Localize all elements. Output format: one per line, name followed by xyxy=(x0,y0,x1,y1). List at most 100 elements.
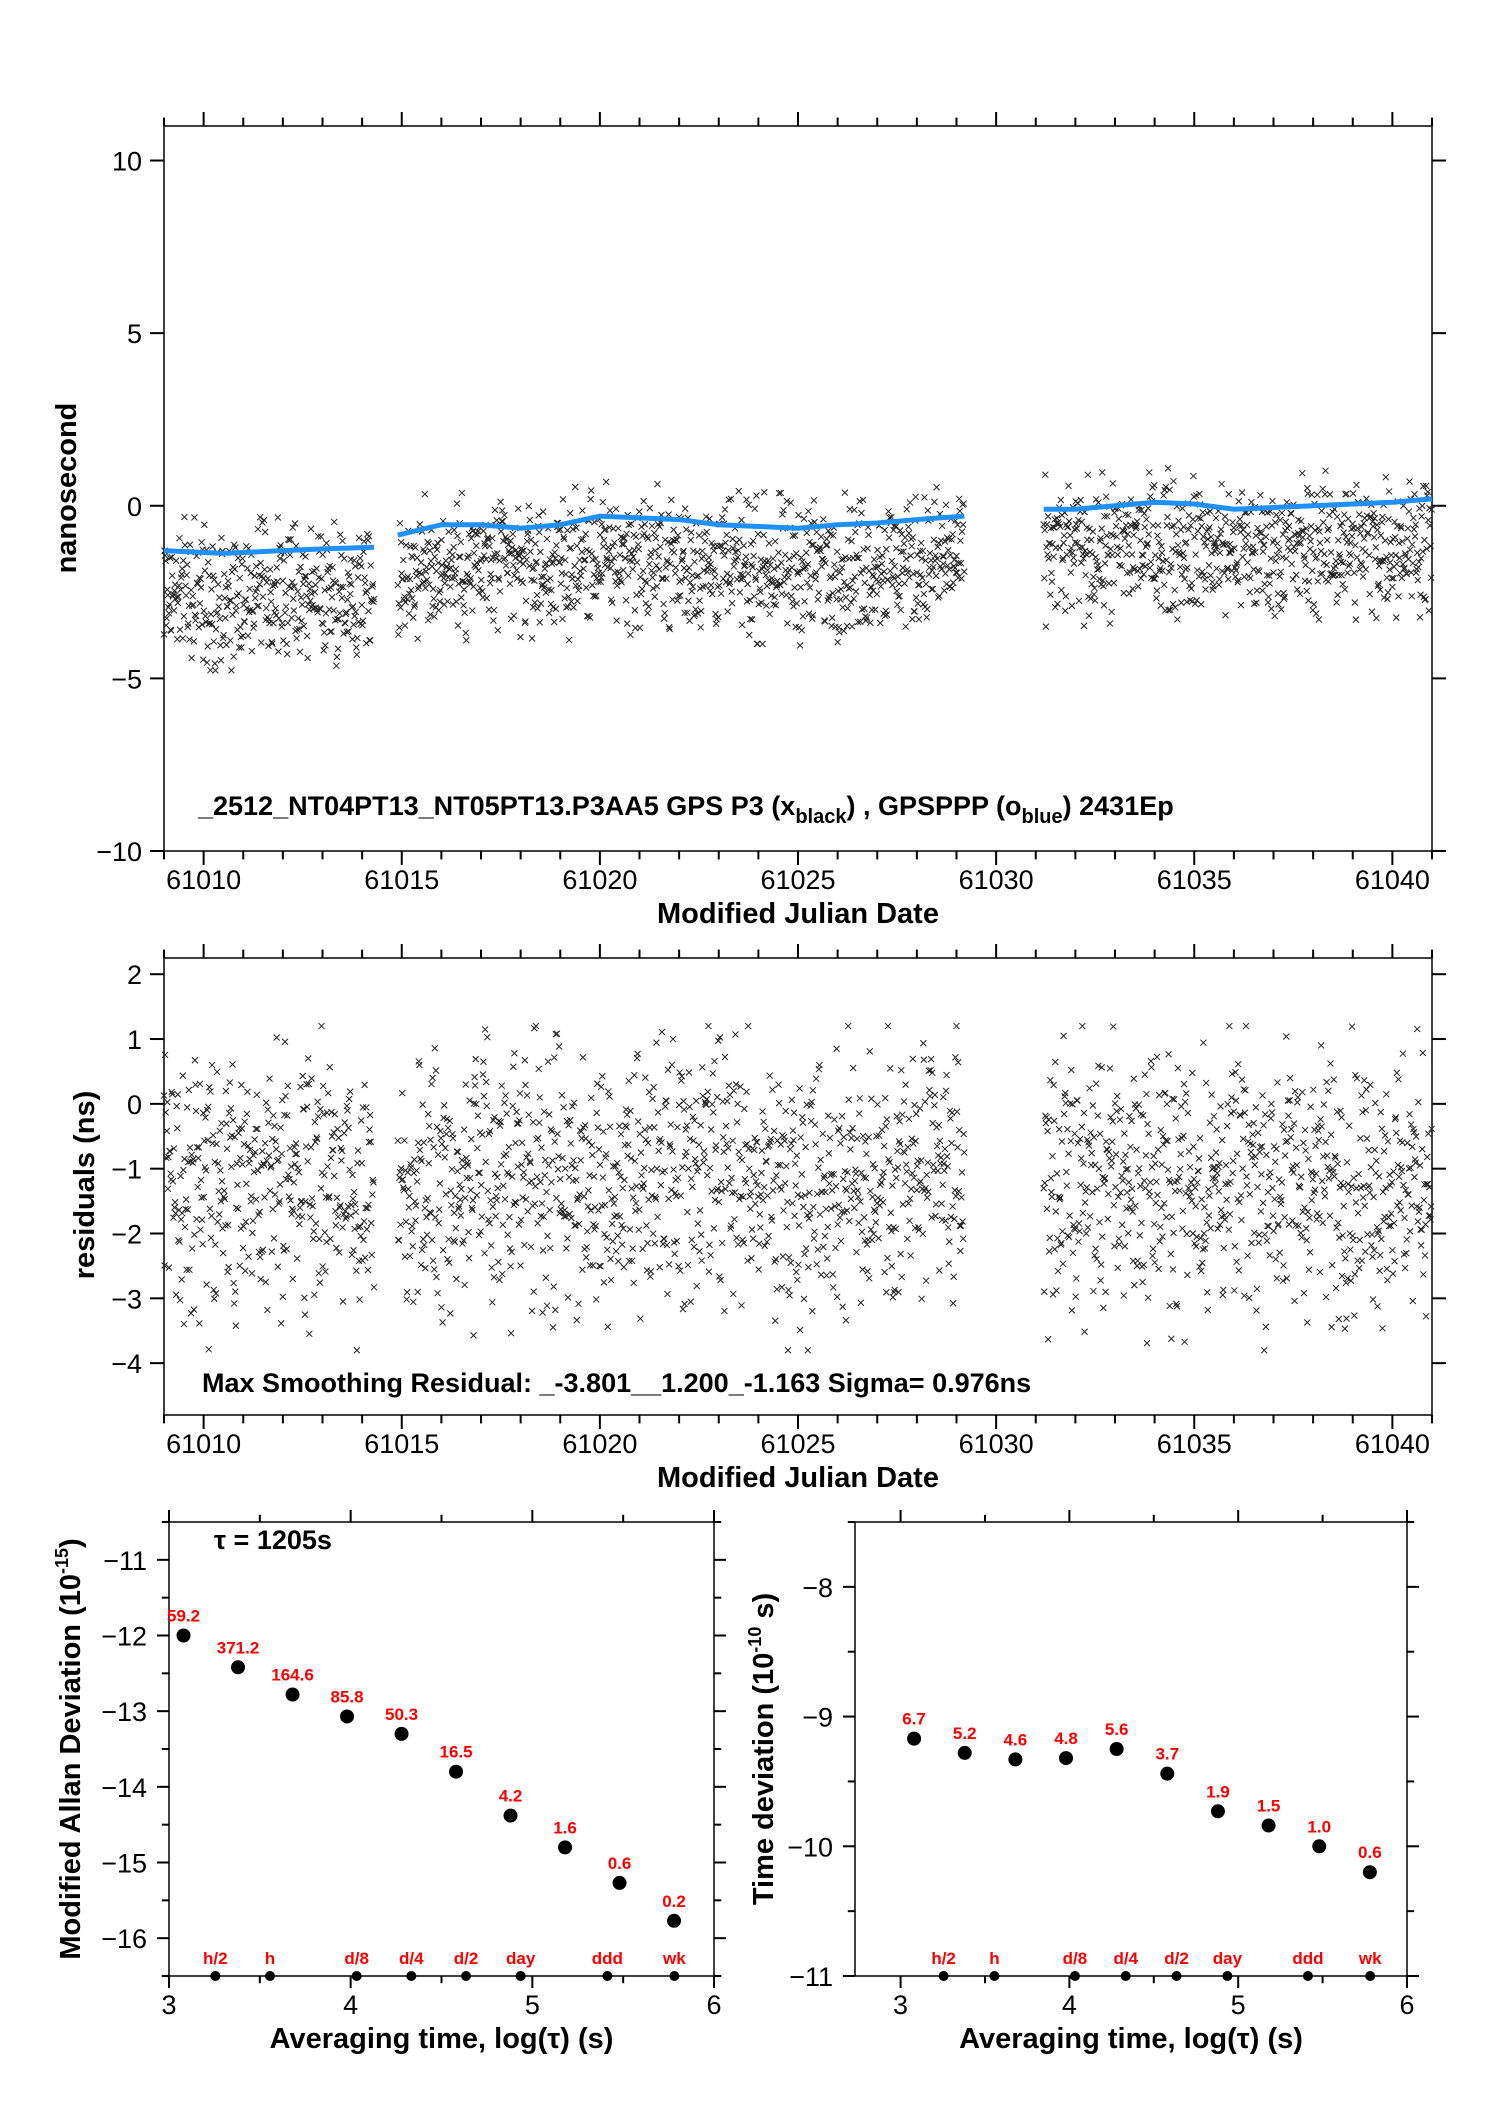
data-point-x xyxy=(719,547,727,555)
data-point-x xyxy=(328,593,336,601)
data-point-x xyxy=(1154,1191,1161,1199)
data-point-x xyxy=(753,1138,761,1146)
data-point-x xyxy=(360,1236,367,1244)
y-tick-label: −12 xyxy=(101,1622,147,1652)
data-point-x xyxy=(947,551,954,559)
data-point-x xyxy=(898,1273,906,1281)
data-point-x xyxy=(295,1168,303,1176)
data-point-x xyxy=(334,616,341,623)
data-point-x xyxy=(584,1203,592,1210)
data-point-x xyxy=(460,1126,468,1133)
data-point-x xyxy=(1312,1170,1320,1178)
data-point-x xyxy=(1054,1267,1062,1275)
data-point-x xyxy=(715,1198,723,1206)
data-point-x xyxy=(573,1316,581,1324)
data-point-x xyxy=(587,487,595,494)
data-point-x xyxy=(768,1217,776,1224)
data-label: 16.5 xyxy=(439,1743,472,1762)
x-tick-label: 61035 xyxy=(1157,865,1232,895)
data-point-x xyxy=(341,619,349,627)
data-point-x xyxy=(430,613,438,620)
data-point-x xyxy=(1046,591,1054,598)
data-point-x xyxy=(1409,1297,1417,1305)
data-point-x xyxy=(1268,1109,1276,1116)
data-point-x xyxy=(520,547,528,554)
data-point-x xyxy=(173,1124,181,1132)
data-point-x xyxy=(561,594,569,602)
data-point-x xyxy=(902,1081,910,1088)
data-point-x xyxy=(1075,516,1082,524)
data-point-x xyxy=(1298,1088,1306,1096)
data-point-x xyxy=(1342,1279,1350,1287)
data-point-x xyxy=(712,1142,720,1149)
data-point-x xyxy=(818,562,826,570)
data-point-x xyxy=(1108,1138,1116,1146)
data-point-x xyxy=(1277,606,1285,613)
data-point-x xyxy=(1142,1151,1150,1159)
data-point xyxy=(231,1660,246,1675)
data-point-x xyxy=(758,599,765,607)
data-point-x xyxy=(1277,568,1285,576)
data-point-x xyxy=(293,1150,300,1158)
data-point-x xyxy=(177,1216,185,1223)
data-point-x xyxy=(422,1264,429,1272)
data-point-x xyxy=(358,601,366,609)
data-point-x xyxy=(1161,1089,1169,1097)
data-point-x xyxy=(176,1238,183,1246)
data-label: 1.6 xyxy=(553,1818,577,1837)
data-point-x xyxy=(936,1267,943,1274)
x-tick-label: 4 xyxy=(343,1990,358,2020)
data-point-x xyxy=(1234,1060,1242,1068)
data-point-x xyxy=(1113,1092,1121,1100)
data-point-x xyxy=(1415,558,1423,566)
data-point-x xyxy=(637,1149,645,1156)
data-point-x xyxy=(1310,601,1318,608)
data-point-x xyxy=(632,1207,639,1215)
data-point-x xyxy=(224,603,231,610)
data-point-x xyxy=(523,1154,530,1161)
data-point-x xyxy=(559,615,566,623)
data-point-x xyxy=(187,586,195,594)
data-point-x xyxy=(568,1162,576,1169)
data-point-x xyxy=(1180,1080,1188,1088)
data-point-x xyxy=(1306,1248,1314,1256)
data-point-x xyxy=(1333,1224,1340,1231)
data-point-x xyxy=(811,1121,819,1129)
data-point-x xyxy=(582,584,590,591)
data-point-x xyxy=(914,600,922,607)
data-point-x xyxy=(727,572,734,580)
data-point-x xyxy=(602,478,610,486)
data-point-x xyxy=(1112,1183,1119,1191)
data-point-x xyxy=(772,601,780,609)
data-point-x xyxy=(396,624,403,631)
data-point-x xyxy=(257,639,265,646)
data-point-x xyxy=(651,1193,659,1201)
data-point-x xyxy=(502,1092,509,1099)
data-point-x xyxy=(825,1150,833,1157)
data-point-x xyxy=(240,1222,247,1230)
data-point-x xyxy=(305,580,313,588)
data-point-x xyxy=(624,1141,632,1149)
data-point-x xyxy=(551,1138,559,1146)
annotation-text: _2512_NT04PT13_NT05PT13.P3AA5 GPS P3 (x xyxy=(197,791,795,821)
data-point-x xyxy=(1408,592,1416,600)
data-point-x xyxy=(651,1239,659,1247)
data-point-x xyxy=(414,1288,422,1296)
data-point-x xyxy=(1361,1248,1369,1255)
data-point-x xyxy=(1097,1261,1105,1268)
data-point-x xyxy=(785,574,792,581)
data-point-x xyxy=(350,557,358,564)
data-point-x xyxy=(421,490,429,498)
data-point-x xyxy=(1425,1212,1433,1220)
data-point-x xyxy=(571,483,579,491)
data-point-x xyxy=(1123,1189,1131,1196)
data-point-x xyxy=(1255,1239,1263,1246)
data-point-x xyxy=(1073,525,1081,532)
data-point-x xyxy=(327,1154,335,1162)
data-point-x xyxy=(560,535,568,543)
data-point-x xyxy=(239,632,247,640)
data-point-x xyxy=(908,615,916,623)
data-point-x xyxy=(535,1065,543,1073)
data-point-x xyxy=(420,1241,428,1249)
